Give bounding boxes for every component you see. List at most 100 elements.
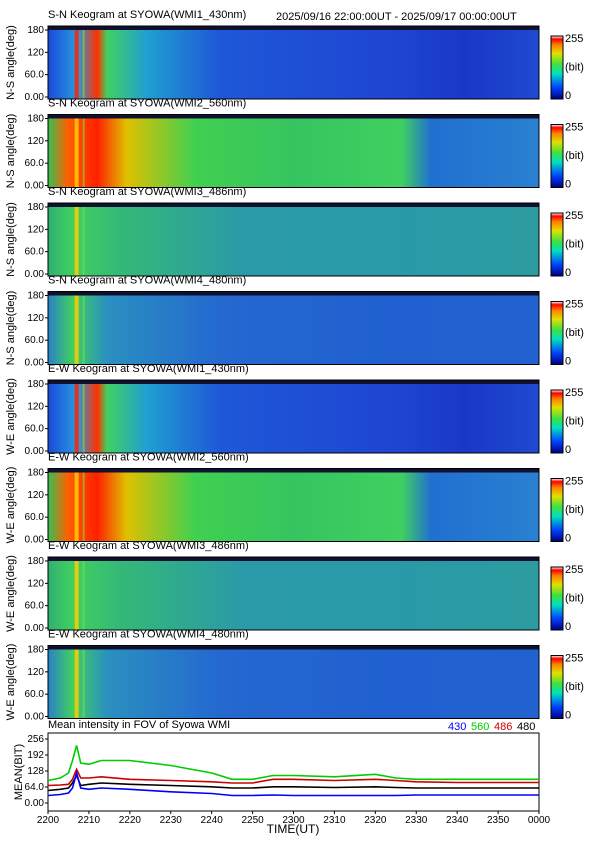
keogram-horizon-band [48, 114, 539, 119]
line-plot-xtick-label: 2200 [37, 815, 60, 826]
keogram-panel: S-N Keogram at SYOWA(WMI1_430nm) 180 120 60… [5, 9, 584, 103]
keogram-ytick-label: 60.0 [25, 158, 45, 169]
keogram-streak [82, 649, 85, 719]
legend-430: 430 [448, 721, 466, 733]
keogram-ytick-label: 0.00 [25, 712, 45, 723]
colorbar-max-label: 255 [565, 122, 583, 134]
keogram-streak [82, 472, 85, 542]
keogram-streak [74, 30, 79, 99]
line-series-486 [47, 767, 539, 787]
line-plot-title: Mean intensity in FOV of Syowa WMI [48, 719, 230, 731]
keogram-streak [82, 384, 85, 453]
colorbar-unit-label: (bit) [565, 681, 584, 693]
mean-intensity-plot: Mean intensity in FOV of Syowa WMI 430 5… [13, 719, 551, 836]
keogram-ytick-label: 120 [27, 490, 44, 501]
line-plot-xtick-label: 2230 [160, 815, 183, 826]
keogram-ytick-label: 60.0 [25, 70, 45, 81]
colorbar-max-label: 255 [565, 387, 583, 399]
colorbar-unit-label: (bit) [565, 239, 584, 251]
keogram-ytick-label: 0.00 [25, 269, 45, 280]
keogram-panel: E-W Keogram at SYOWA(WMI1_430nm) 180 120 60… [5, 363, 584, 457]
colorbar-min-label: 0 [565, 444, 571, 456]
keogram-streak [82, 207, 85, 276]
colorbar-unit-label: (bit) [565, 416, 584, 428]
keogram-ytick-label: 180 [27, 114, 44, 125]
keogram-title: S-N Keogram at SYOWA(WMI3_486nm) [48, 186, 246, 198]
keogram-panel: S-N Keogram at SYOWA(WMI4_480nm) 180 120 60… [5, 275, 584, 369]
keogram-ytick-label: 180 [27, 25, 44, 36]
colorbar-unit-label: (bit) [565, 62, 584, 74]
keogram-ytick-label: 120 [27, 313, 44, 324]
keogram-ytick-label: 60.0 [25, 601, 45, 612]
keogram-horizon-band [48, 203, 539, 207]
line-plot-ticks: 2200 2210 2220 2230 2240 2250 2300 2310 2320 2330… [25, 734, 551, 826]
keogram-title: S-N Keogram at SYOWA(WMI2_560nm) [48, 98, 246, 110]
keogram-panels: S-N Keogram at SYOWA(WMI1_430nm) 180 120 60… [5, 9, 584, 723]
colorbar-max-label: 255 [565, 299, 583, 311]
keogram-ylabel: W-E angle(deg) [5, 644, 17, 721]
colorbar-unit-label: (bit) [565, 504, 584, 516]
keogram-frame [47, 114, 540, 188]
keogram-frame [47, 25, 540, 100]
colorbar [550, 478, 564, 542]
colorbar-max-label: 255 [565, 564, 583, 576]
keogram-ylabel: N-S angle(deg) [5, 202, 17, 277]
colorbar-min-label: 0 [565, 267, 571, 279]
colorbar-min-label: 0 [565, 356, 571, 368]
colorbar-max-label: 255 [565, 210, 583, 222]
line-plot-xtick-label: 2220 [119, 815, 142, 826]
keogram-title: E-W Keogram at SYOWA(WMI2_560nm) [48, 452, 249, 464]
keogram-horizon-band [48, 645, 539, 650]
keogram-ytick-label: 60.0 [25, 689, 45, 700]
keogram-streak [82, 295, 85, 365]
keogram-streak [74, 295, 79, 365]
colorbar-unit-label: (bit) [565, 327, 584, 339]
keogram-ytick-label: 120 [27, 224, 44, 235]
keogram-streak [74, 118, 79, 188]
keogram-panel: E-W Keogram at SYOWA(WMI3_486nm) 180 120 60… [5, 540, 584, 634]
colorbar-unit-label: (bit) [565, 150, 584, 162]
line-plot-ytick-label: 64.0 [25, 782, 45, 793]
keogram-streak [74, 649, 79, 719]
line-plot-frame [47, 732, 540, 812]
colorbar [550, 389, 564, 454]
keogram-ytick-label: 0.00 [25, 358, 45, 369]
line-plot-xtick-label: 2300 [282, 815, 305, 826]
keogram-ytick-label: 120 [27, 667, 44, 678]
colorbar-min-label: 0 [565, 533, 571, 545]
keogram-horizon-band [48, 291, 539, 296]
keogram-ytick-label: 180 [27, 468, 44, 479]
colorbar [550, 301, 564, 365]
legend-486: 486 [494, 721, 512, 733]
keogram-ytick-label: 0.00 [25, 92, 45, 103]
keogram-ytick-label: 60.0 [25, 512, 45, 523]
keogram-ytick-label: 120 [27, 47, 44, 58]
keogram-image [48, 468, 539, 542]
legend-560: 560 [471, 721, 489, 733]
keogram-ytick-label: 180 [27, 645, 44, 656]
keogram-image [48, 645, 539, 719]
keogram-image [48, 203, 539, 276]
keogram-image [48, 26, 539, 99]
keogram-ylabel: N-S angle(deg) [5, 25, 17, 100]
line-series-430 [47, 769, 539, 797]
keogram-frame [47, 645, 540, 719]
keogram-panel: S-N Keogram at SYOWA(WMI2_560nm) 180 120 60… [5, 98, 584, 192]
keogram-ytick-label: 60.0 [25, 247, 45, 258]
line-plot-xtick-label: 2250 [241, 815, 264, 826]
keogram-ytick-label: 180 [27, 202, 44, 213]
keogram-ytick-label: 120 [27, 136, 44, 147]
colorbar-max-label: 255 [565, 653, 583, 665]
keogram-streak [74, 561, 79, 630]
keogram-title: S-N Keogram at SYOWA(WMI1_430nm) [48, 9, 246, 21]
keogram-image [48, 114, 539, 188]
colorbar-min-label: 0 [565, 710, 571, 722]
colorbar-min-label: 0 [565, 621, 571, 633]
colorbar [550, 566, 564, 631]
keogram-ytick-label: 0.00 [25, 181, 45, 192]
keogram-ylabel: W-E angle(deg) [5, 555, 17, 632]
keogram-ylabel: N-S angle(deg) [5, 114, 17, 189]
colorbar [550, 124, 564, 188]
keogram-streak [74, 472, 79, 542]
